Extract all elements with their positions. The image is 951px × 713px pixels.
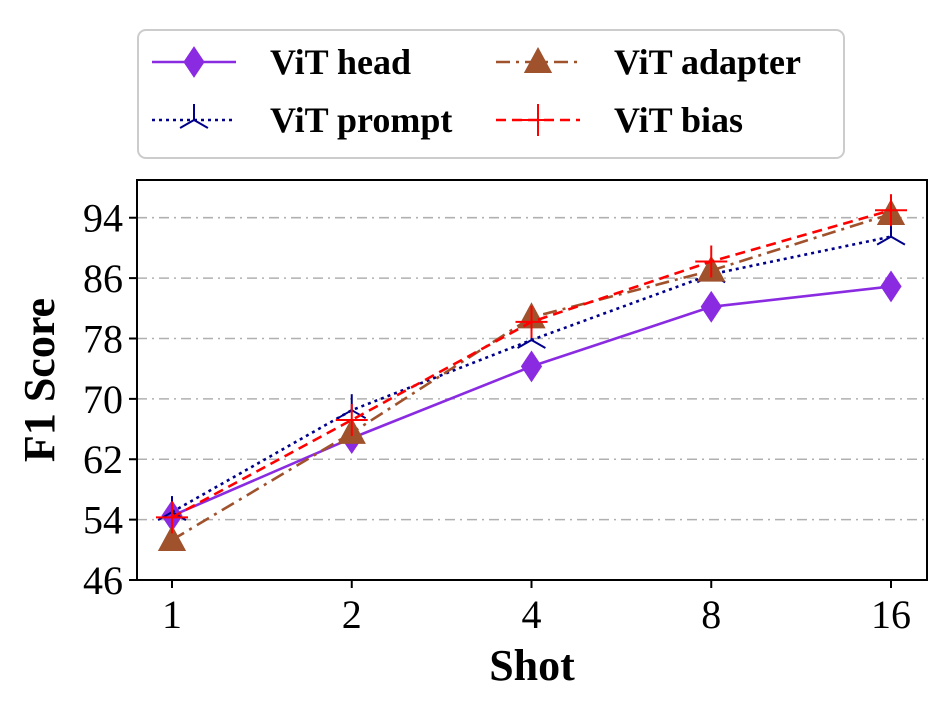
x-axis-title: Shot [489,641,575,690]
data-point-vit-prompt-arm [337,409,353,420]
data-point-vit-prompt-arm [171,511,187,521]
legend-label-vit-head: ViT head [270,42,411,82]
legend-marker-vit-prompt [179,104,209,129]
series-vit-bias [156,194,907,534]
legend-entries: ViT head ViT prompt ViT adapter ViT bias [152,42,801,140]
legend-marker-vit-prompt-arm [179,119,195,129]
data-point-vit-prompt-arm [351,409,367,420]
data-point-vit-bias [875,194,907,227]
data-point-vit-head [880,270,902,303]
x-tick-label: 16 [871,592,911,637]
data-point-vit-prompt-arm [531,339,546,349]
data-point-vit-prompt-arm [876,235,892,246]
data-point-vit-prompt-arm [517,339,532,349]
y-tick-label: 62 [83,437,123,482]
legend-entry-vit-prompt: ViT prompt [152,100,452,140]
x-tick-label: 4 [522,592,542,637]
y-tick-label: 46 [83,558,123,603]
legend-box [137,29,845,159]
legend-entry-vit-head: ViT head [152,42,411,82]
y-tick-label: 86 [83,256,123,301]
data-point-vit-bias [335,404,368,436]
legend-entry-vit-adapter: ViT adapter [496,42,801,82]
legend-label-vit-bias: ViT bias [614,100,743,140]
x-tick-label: 2 [342,592,362,637]
legend-marker-vit-adapter [523,46,553,73]
y-axis-title: F1 Score [15,298,64,462]
legend: ViT head ViT prompt ViT adapter ViT bias [137,29,845,159]
data-point-vit-prompt-arm [890,235,906,246]
x-tick-label: 8 [701,592,721,637]
plot-area: 46 54 62 70 78 86 94 1 2 4 8 16 [83,179,928,637]
y-tick-label: 78 [83,316,123,361]
data-point-vit-adapter [157,524,187,551]
legend-marker-vit-prompt-arm [193,119,209,129]
data-point-vit-bias [695,245,728,278]
legend-label-vit-adapter: ViT adapter [614,42,801,82]
series-layer [156,194,907,551]
series-vit-head [161,270,902,532]
data-point-vit-bias [156,501,188,534]
y-tick-label: 94 [83,196,123,241]
legend-entry-vit-bias: ViT bias [496,100,743,140]
legend-marker-vit-bias [522,104,554,136]
data-point-vit-head [700,290,722,323]
y-tick-label: 70 [83,377,123,422]
data-point-vit-prompt-arm [157,511,173,521]
data-point-vit-bias [515,305,548,338]
legend-label-vit-prompt: ViT prompt [270,100,452,140]
x-tick-label: 1 [162,592,182,637]
data-point-vit-head [520,350,543,383]
ticks: 46 54 62 70 78 86 94 1 2 4 8 16 [83,196,911,637]
y-tick-label: 54 [83,498,123,543]
series-line-vit-adapter [171,212,892,542]
legend-marker-vit-head [183,46,205,78]
